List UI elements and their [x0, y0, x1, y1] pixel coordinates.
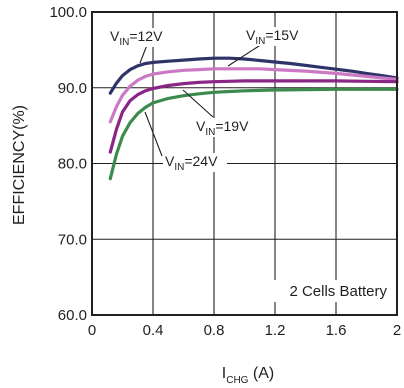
note-background [249, 280, 391, 303]
x-axis-title-suffix: (A) [248, 365, 274, 382]
x-tick-label: 1.2 [265, 322, 286, 339]
x-tick-label: 0 [88, 322, 96, 339]
series-label-leader [227, 43, 263, 67]
series-label-leader [139, 44, 148, 64]
series-label-background [108, 28, 172, 47]
x-axis-title: ICHG (A) [222, 365, 274, 386]
series-label: VIN=12V [110, 28, 163, 48]
x-tick-label: 0.4 [143, 322, 164, 339]
note-label: 2 Cells Battery [289, 283, 387, 300]
x-axis-title-sub: CHG [226, 375, 248, 386]
series-label: VIN=24V [165, 153, 218, 173]
series-label: VIN=19V [196, 118, 249, 138]
y-tick-label: 100.0 [49, 4, 87, 21]
ticks: 0 0.4 0.8 1.2 1.6 2 60.0 70.0 80.0 90.0 100.0 [49, 4, 401, 339]
y-tick-label: 80.0 [58, 156, 87, 173]
series-line-15v [108, 67, 399, 124]
series-label-background [244, 27, 308, 46]
x-axis-title-main: I [222, 365, 226, 382]
y-tick-label: 60.0 [58, 307, 87, 324]
series-line-12v [108, 56, 399, 95]
series-line-24v [108, 87, 399, 181]
x-tick-label: 1.6 [326, 322, 347, 339]
plot-frame [91, 11, 398, 316]
y-tick-label: 70.0 [58, 231, 87, 248]
series-line-19v [108, 79, 399, 154]
x-tick-label: 2 [393, 322, 401, 339]
series-label: VIN=15V [246, 27, 299, 47]
y-tick-label: 90.0 [58, 80, 87, 97]
x-tick-label: 0.8 [204, 322, 225, 339]
series-label-leader [144, 111, 163, 157]
y-axis-title: EFFICIENCY(%) [11, 105, 28, 225]
series-label-background [194, 118, 258, 137]
series-label-background [163, 153, 227, 172]
series-labels: VIN=12V VIN=15V VIN=19V VIN=24V [108, 27, 308, 173]
series-layer [108, 56, 399, 181]
series-label-leader [182, 89, 214, 118]
